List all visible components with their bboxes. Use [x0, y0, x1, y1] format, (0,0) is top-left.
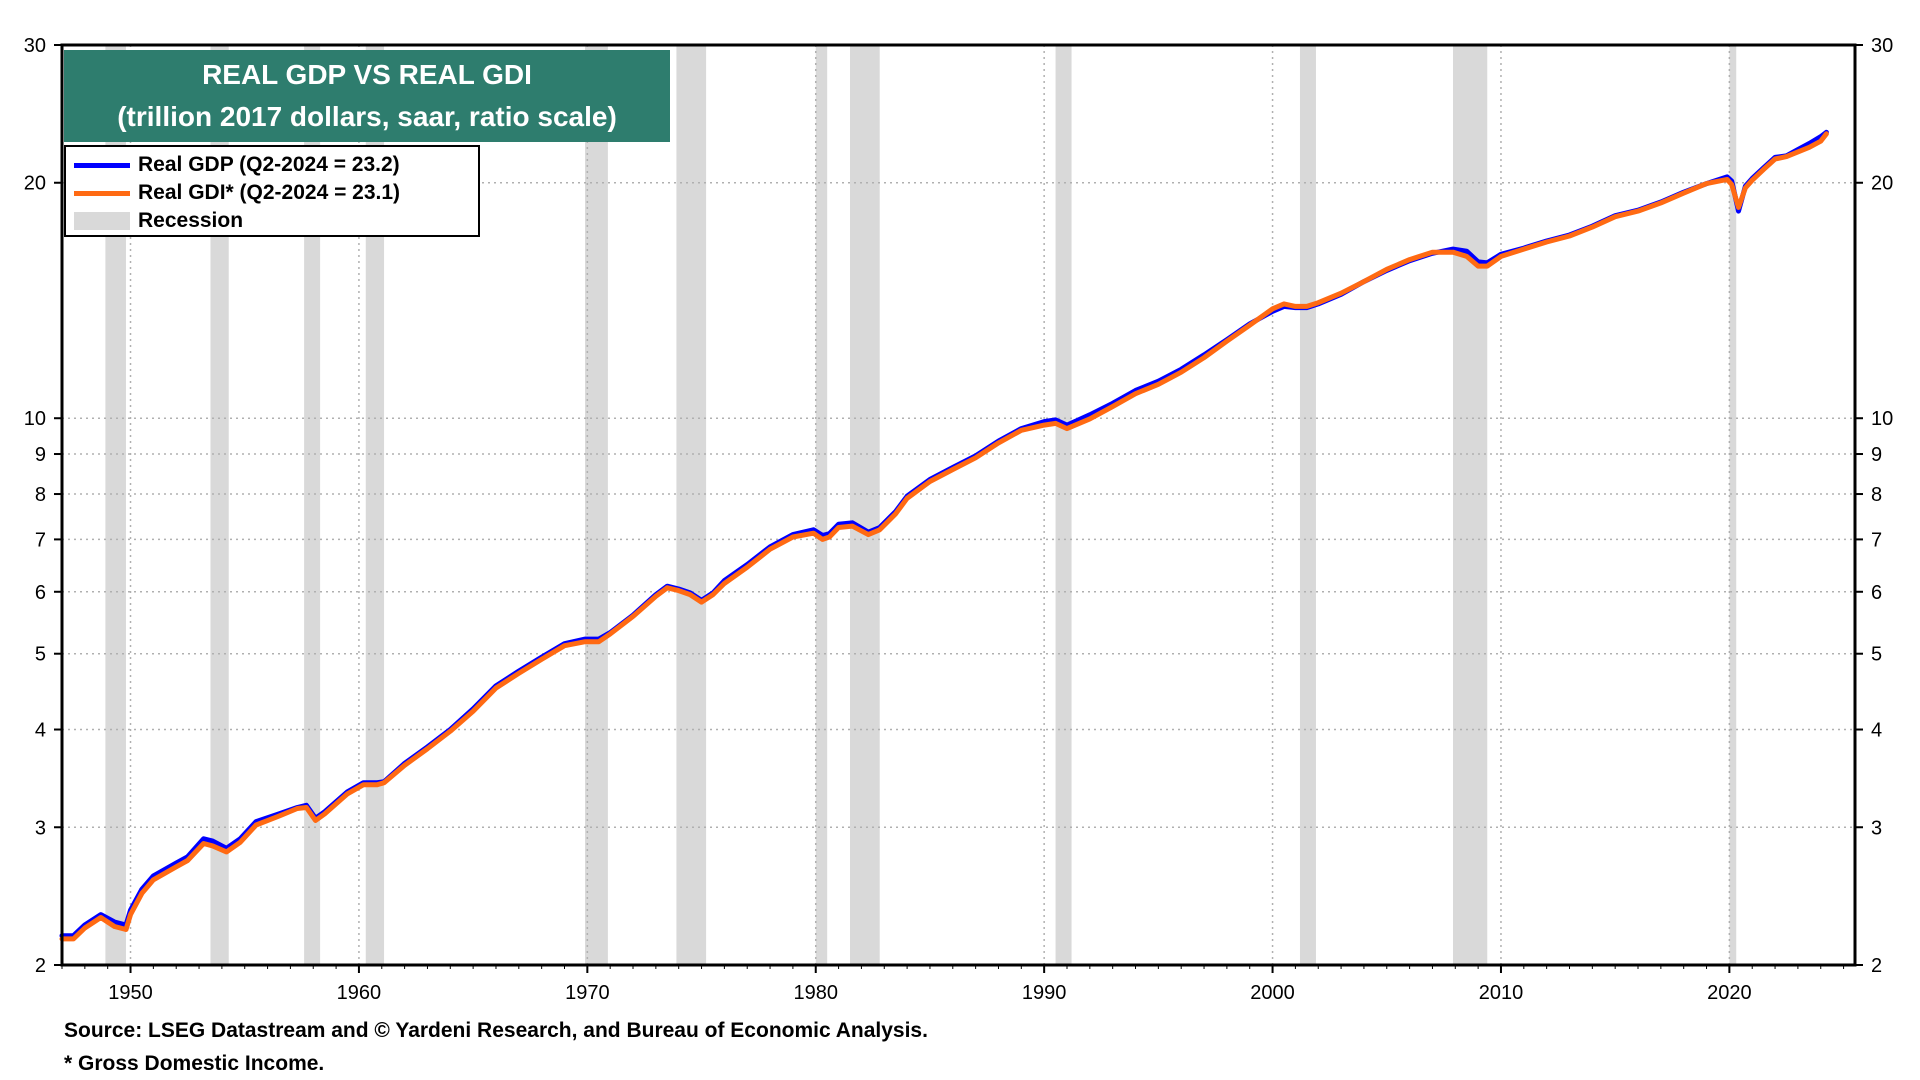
legend-label-gdp: Real GDP (Q2-2024 = 23.2) [138, 153, 400, 176]
y-tick-label-left-20: 20 [24, 173, 46, 195]
recession-band-0 [105, 45, 126, 965]
recession-band-5 [676, 45, 707, 965]
y-tick-label-left-4: 4 [35, 720, 46, 742]
legend-swatch-recession [74, 212, 130, 230]
x-tick-label-2020: 2020 [1707, 982, 1752, 1004]
y-tick-label-left-8: 8 [35, 484, 46, 506]
y-tick-label-right-9: 9 [1871, 444, 1882, 466]
grid-lines [62, 45, 1855, 965]
recession-band-1 [210, 45, 229, 965]
recession-bands [105, 45, 1737, 965]
recession-band-3 [365, 45, 385, 965]
recession-band-7 [850, 45, 880, 965]
legend-item-gdi: Real GDI* (Q2-2024 = 23.1) [74, 179, 400, 207]
y-tick-label-right-5: 5 [1871, 644, 1882, 666]
chart-title-line1: REAL GDP VS REAL GDI [202, 59, 532, 90]
y-tick-label-left-5: 5 [35, 644, 46, 666]
recession-band-11 [1729, 45, 1737, 965]
y-tick-label-left-7: 7 [35, 529, 46, 551]
y-tick-label-right-20: 20 [1871, 173, 1893, 195]
source-note: Source: LSEG Datastream and © Yardeni Re… [64, 1019, 928, 1042]
y-tick-label-left-10: 10 [24, 408, 46, 430]
legend-swatch-gdi [74, 190, 130, 196]
legend-label-gdi: Real GDI* (Q2-2024 = 23.1) [138, 181, 401, 204]
legend-swatch-gdp [74, 162, 130, 168]
y-tick-label-right-6: 6 [1871, 582, 1882, 604]
x-tick-label-1990: 1990 [1022, 982, 1067, 1004]
legend-label-recession: Recession [138, 209, 244, 232]
chart-title-line2: (trillion 2017 dollars, saar, ratio scal… [117, 101, 617, 132]
chart-title: REAL GDP VS REAL GDI (trillion 2017 doll… [64, 50, 670, 142]
recession-band-2 [304, 45, 321, 965]
x-tick-label-1970: 1970 [565, 982, 610, 1004]
series-lines [59, 129, 1829, 942]
x-tick-label-2010: 2010 [1479, 982, 1524, 1004]
footnote: * Gross Domestic Income. [64, 1052, 325, 1075]
y-tick-label-right-7: 7 [1871, 529, 1882, 551]
recession-band-4 [585, 45, 608, 965]
y-tick-label-right-30: 30 [1871, 35, 1893, 57]
legend-item-gdp: Real GDP (Q2-2024 = 23.2) [74, 151, 400, 179]
y-tick-label-right-10: 10 [1871, 408, 1893, 430]
y-tick-label-right-2: 2 [1871, 955, 1882, 977]
recession-band-9 [1299, 45, 1316, 965]
y-tick-label-right-4: 4 [1871, 720, 1882, 742]
y-tick-label-left-6: 6 [35, 582, 46, 604]
y-tick-label-left-9: 9 [35, 444, 46, 466]
x-tick-label-2000: 2000 [1250, 982, 1295, 1004]
recession-band-10 [1453, 45, 1488, 965]
y-tick-label-left-3: 3 [35, 817, 46, 839]
legend-item-recession: Recession [74, 207, 243, 235]
x-tick-label-1950: 1950 [108, 982, 153, 1004]
plot-frame [60, 43, 1857, 967]
y-tick-label-left-2: 2 [35, 955, 46, 977]
series-line-real-gdi [59, 131, 1829, 942]
recession-band-6 [815, 45, 828, 965]
y-tick-label-left-30: 30 [24, 35, 46, 57]
recession-band-8 [1055, 45, 1072, 965]
legend: Real GDP (Q2-2024 = 23.2) Real GDI* (Q2-… [64, 145, 480, 237]
y-tick-label-right-3: 3 [1871, 817, 1882, 839]
x-tick-label-1980: 1980 [793, 982, 838, 1004]
x-tick-label-1960: 1960 [337, 982, 382, 1004]
y-tick-label-right-8: 8 [1871, 484, 1882, 506]
